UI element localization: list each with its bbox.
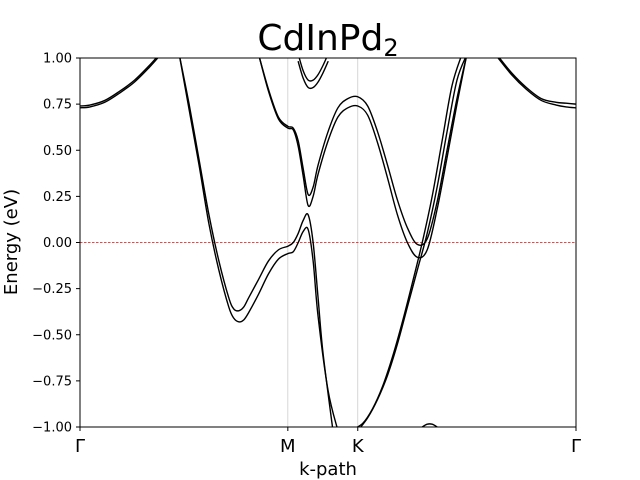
x-axis-label: k-path xyxy=(299,459,357,480)
band-line-3 xyxy=(179,58,338,427)
y-tick-label: 0.25 xyxy=(43,190,72,205)
band-line-11 xyxy=(498,58,576,105)
chart-title-subscript: 2 xyxy=(383,34,398,62)
y-tick-label: −1.00 xyxy=(32,421,72,436)
y-tick-label: 0.50 xyxy=(43,144,72,159)
band-line-9 xyxy=(356,58,462,427)
plot-area: −1.00 −0.75 −0.50 −0.25 0.00 0.25 0.50 0.75 1.00… xyxy=(32,52,581,458)
x-tick-label: K xyxy=(352,436,365,457)
chart-title: CdInPd2 xyxy=(257,18,398,62)
band-line-7 xyxy=(297,60,329,90)
x-tick-label: Γ xyxy=(571,436,581,457)
band-lines xyxy=(80,58,576,427)
band-line-4 xyxy=(258,58,467,246)
band-line-12 xyxy=(497,58,576,109)
y-tick-label: −0.25 xyxy=(32,282,72,297)
y-axis-ticks: −1.00 −0.75 −0.50 −0.25 0.00 0.25 0.50 0.75 1.00 xyxy=(32,52,80,436)
x-tick-label: Γ xyxy=(75,436,85,457)
band-line-10 xyxy=(421,423,438,427)
y-tick-label: −0.50 xyxy=(32,328,72,343)
band-line-1 xyxy=(80,58,159,109)
band-line-0 xyxy=(80,58,158,107)
band-line-5 xyxy=(258,58,467,259)
y-tick-label: 0.00 xyxy=(43,236,72,251)
chart-title-main: CdInPd xyxy=(257,18,383,59)
y-axis-label: Energy (eV) xyxy=(1,189,22,295)
band-line-6 xyxy=(298,58,328,82)
y-tick-label: 0.75 xyxy=(43,98,72,113)
band-line-2 xyxy=(179,58,334,427)
x-tick-label: M xyxy=(280,436,296,457)
y-tick-label: −0.75 xyxy=(32,374,72,389)
y-tick-label: 1.00 xyxy=(43,52,72,67)
